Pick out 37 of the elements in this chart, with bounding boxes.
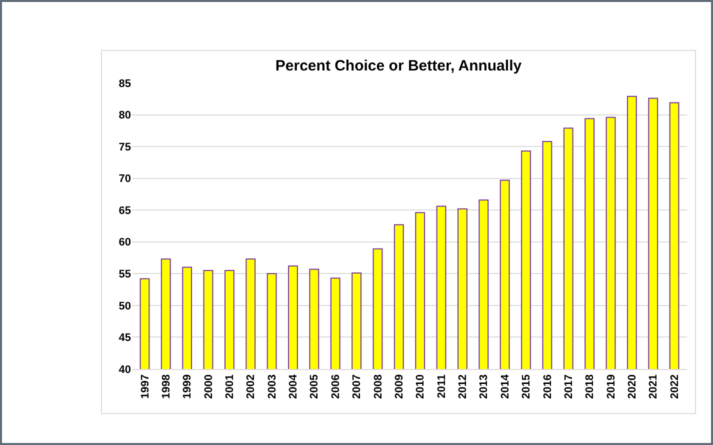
- x-tick-label: 2017: [562, 374, 575, 399]
- x-tick-label: 2005: [308, 374, 321, 399]
- y-tick-label: 55: [118, 268, 131, 281]
- x-tick-label: 2018: [584, 374, 596, 399]
- x-tick-label: 2003: [266, 374, 278, 399]
- x-tick-label: 2022: [668, 374, 681, 399]
- x-tick-label: 2000: [202, 374, 215, 399]
- x-tick-label: 2006: [330, 374, 342, 399]
- y-tick-label: 60: [118, 236, 131, 249]
- y-tick-label: 75: [118, 141, 131, 154]
- y-tick-label: 40: [118, 364, 131, 376]
- y-tick-label: 45: [118, 332, 131, 344]
- y-tick-label: 50: [118, 300, 131, 312]
- x-tick-label: 2004: [288, 374, 300, 399]
- x-tick-label: 2020: [626, 374, 638, 399]
- x-tick-label: 2009: [393, 374, 406, 399]
- y-tick-label: 85: [118, 78, 131, 90]
- chart-title: Percent Choice or Better, Annually: [275, 58, 522, 75]
- x-tick-label: 1999: [182, 374, 194, 399]
- x-tick-label: 2011: [436, 374, 448, 398]
- x-tick-label: 2010: [414, 374, 427, 399]
- x-tick-label: 2001: [224, 374, 236, 399]
- y-tick-label: 65: [118, 204, 131, 217]
- x-tick-label: 2002: [245, 374, 258, 399]
- x-tick-label: 1997: [139, 374, 152, 399]
- x-tick-label: 2016: [542, 374, 554, 399]
- x-tick-label: 2013: [478, 374, 490, 399]
- x-tick-label: 2019: [605, 374, 618, 399]
- x-tick-label: 2008: [372, 374, 384, 399]
- x-tick-label: 2015: [520, 374, 533, 399]
- x-tick-label: 2012: [457, 374, 470, 399]
- x-tick-label: 1998: [160, 374, 172, 399]
- y-tick-label: 80: [118, 110, 131, 122]
- x-tick-label: 2007: [351, 374, 364, 399]
- y-tick-label: 70: [118, 173, 131, 186]
- x-tick-label: 2014: [499, 374, 512, 399]
- x-tick-label: 2021: [648, 374, 660, 399]
